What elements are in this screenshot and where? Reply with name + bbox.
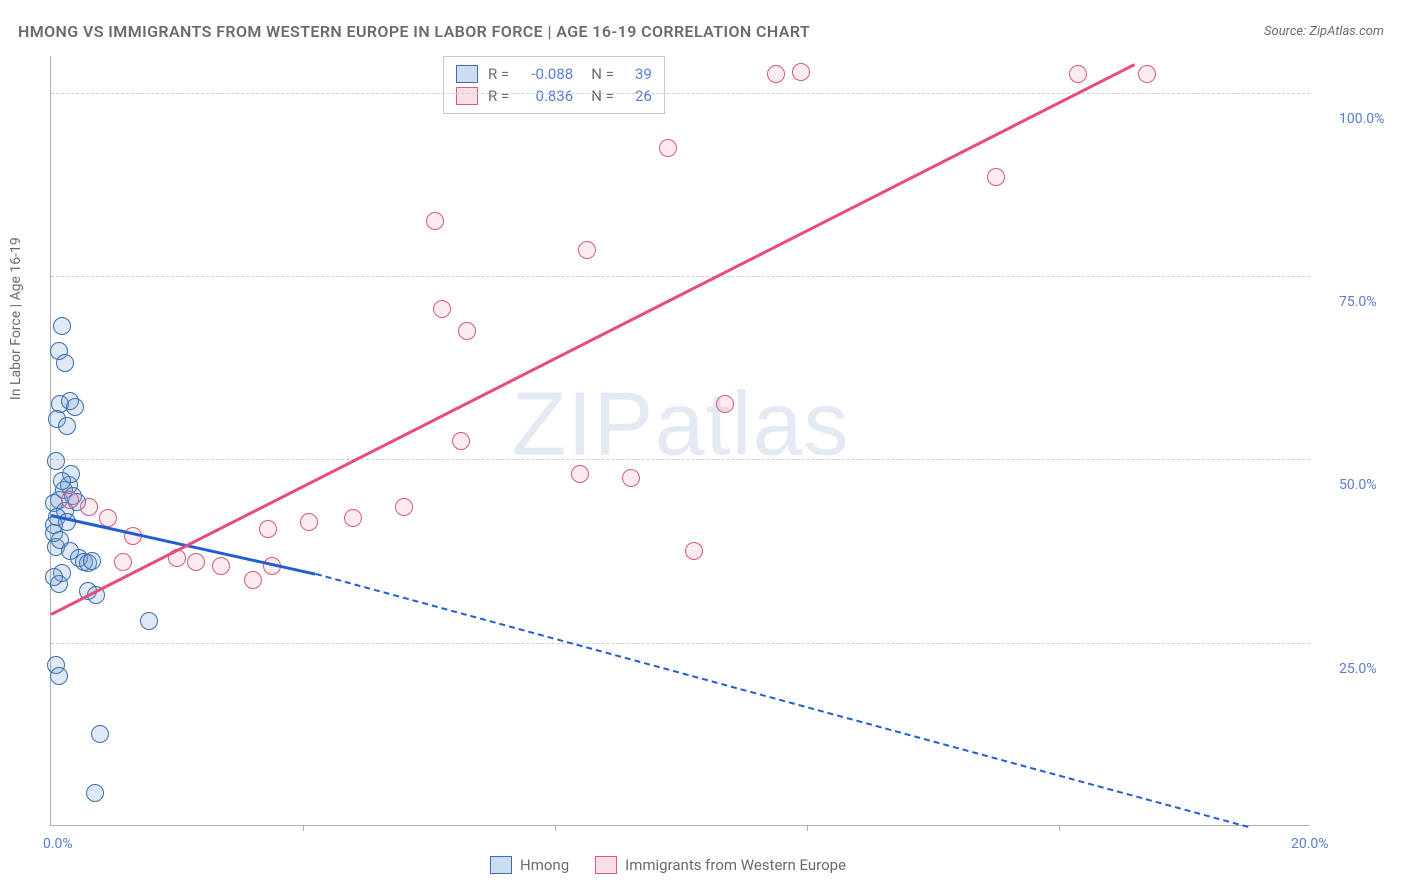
data-point	[47, 452, 65, 470]
n-label: N =	[591, 65, 614, 83]
r-value: 0.836	[519, 87, 573, 105]
data-point	[80, 498, 98, 516]
data-point	[1069, 65, 1087, 83]
gridline	[51, 459, 1310, 460]
correlation-legend: R = -0.088 N = 39 R = 0.836 N = 26	[443, 56, 665, 114]
x-tick-label: 20.0%	[1291, 836, 1329, 852]
legend-row: R = -0.088 N = 39	[456, 63, 652, 85]
data-point	[578, 241, 596, 259]
n-value: 26	[624, 87, 652, 105]
scatter-plot: ZIPatlas R =-0.088N =39R =0.836N =26 25.…	[50, 56, 1310, 826]
data-point	[56, 354, 74, 372]
data-point	[259, 520, 277, 538]
data-point	[58, 417, 76, 435]
y-axis-label: In Labor Force | Age 16-19	[8, 237, 24, 400]
watermark: ZIPatlas	[511, 374, 849, 477]
data-point	[91, 725, 109, 743]
data-point	[458, 322, 476, 340]
data-point	[212, 557, 230, 575]
data-point	[86, 784, 104, 802]
data-point	[45, 568, 63, 586]
data-point	[344, 509, 362, 527]
data-point	[53, 472, 71, 490]
data-point	[244, 571, 262, 589]
x-tick-label: 0.0%	[43, 836, 73, 852]
legend-swatch	[595, 856, 617, 874]
data-point	[300, 513, 318, 531]
x-tick	[303, 825, 304, 831]
y-tick-label: 50.0%	[1339, 477, 1377, 493]
x-tick	[1059, 825, 1060, 831]
data-point	[685, 542, 703, 560]
legend-swatch	[490, 856, 512, 874]
gridline	[51, 276, 1310, 277]
data-point	[114, 553, 132, 571]
data-point	[433, 300, 451, 318]
r-label: R =	[488, 87, 509, 105]
regression-line	[50, 63, 1135, 615]
data-point	[659, 139, 677, 157]
data-point	[1138, 65, 1156, 83]
gridline	[51, 93, 1310, 94]
data-point	[61, 491, 79, 509]
legend-swatch	[456, 87, 478, 105]
y-tick-label: 25.0%	[1339, 661, 1377, 677]
n-value: 39	[624, 65, 652, 83]
x-tick	[807, 825, 808, 831]
data-point	[622, 469, 640, 487]
data-point	[767, 65, 785, 83]
r-value: -0.088	[519, 65, 573, 83]
legend-swatch	[456, 65, 478, 83]
data-point	[452, 432, 470, 450]
data-point	[140, 612, 158, 630]
source-attribution: Source: ZipAtlas.com	[1264, 24, 1384, 39]
legend-item: Hmong	[490, 856, 569, 874]
y-tick-label: 75.0%	[1339, 294, 1377, 310]
data-point	[716, 395, 734, 413]
legend-item: Immigrants from Western Europe	[595, 856, 846, 874]
regression-line-extrapolated	[315, 573, 1248, 828]
n-label: N =	[591, 87, 614, 105]
legend-label: Immigrants from Western Europe	[625, 856, 846, 874]
data-point	[987, 168, 1005, 186]
legend-row: R = 0.836 N = 26	[456, 85, 652, 107]
data-point	[83, 552, 101, 570]
data-point	[50, 667, 68, 685]
chart-title: HMONG VS IMMIGRANTS FROM WESTERN EUROPE …	[18, 22, 810, 41]
data-point	[66, 398, 84, 416]
data-point	[395, 498, 413, 516]
data-point	[571, 465, 589, 483]
series-legend: Hmong Immigrants from Western Europe	[490, 856, 846, 874]
y-tick-label: 100.0%	[1339, 111, 1384, 127]
data-point	[426, 212, 444, 230]
r-label: R =	[488, 65, 509, 83]
data-point	[187, 553, 205, 571]
x-tick	[555, 825, 556, 831]
data-point	[51, 531, 69, 549]
gridline	[51, 643, 1310, 644]
data-point	[792, 63, 810, 81]
legend-label: Hmong	[520, 856, 569, 874]
data-point	[53, 317, 71, 335]
